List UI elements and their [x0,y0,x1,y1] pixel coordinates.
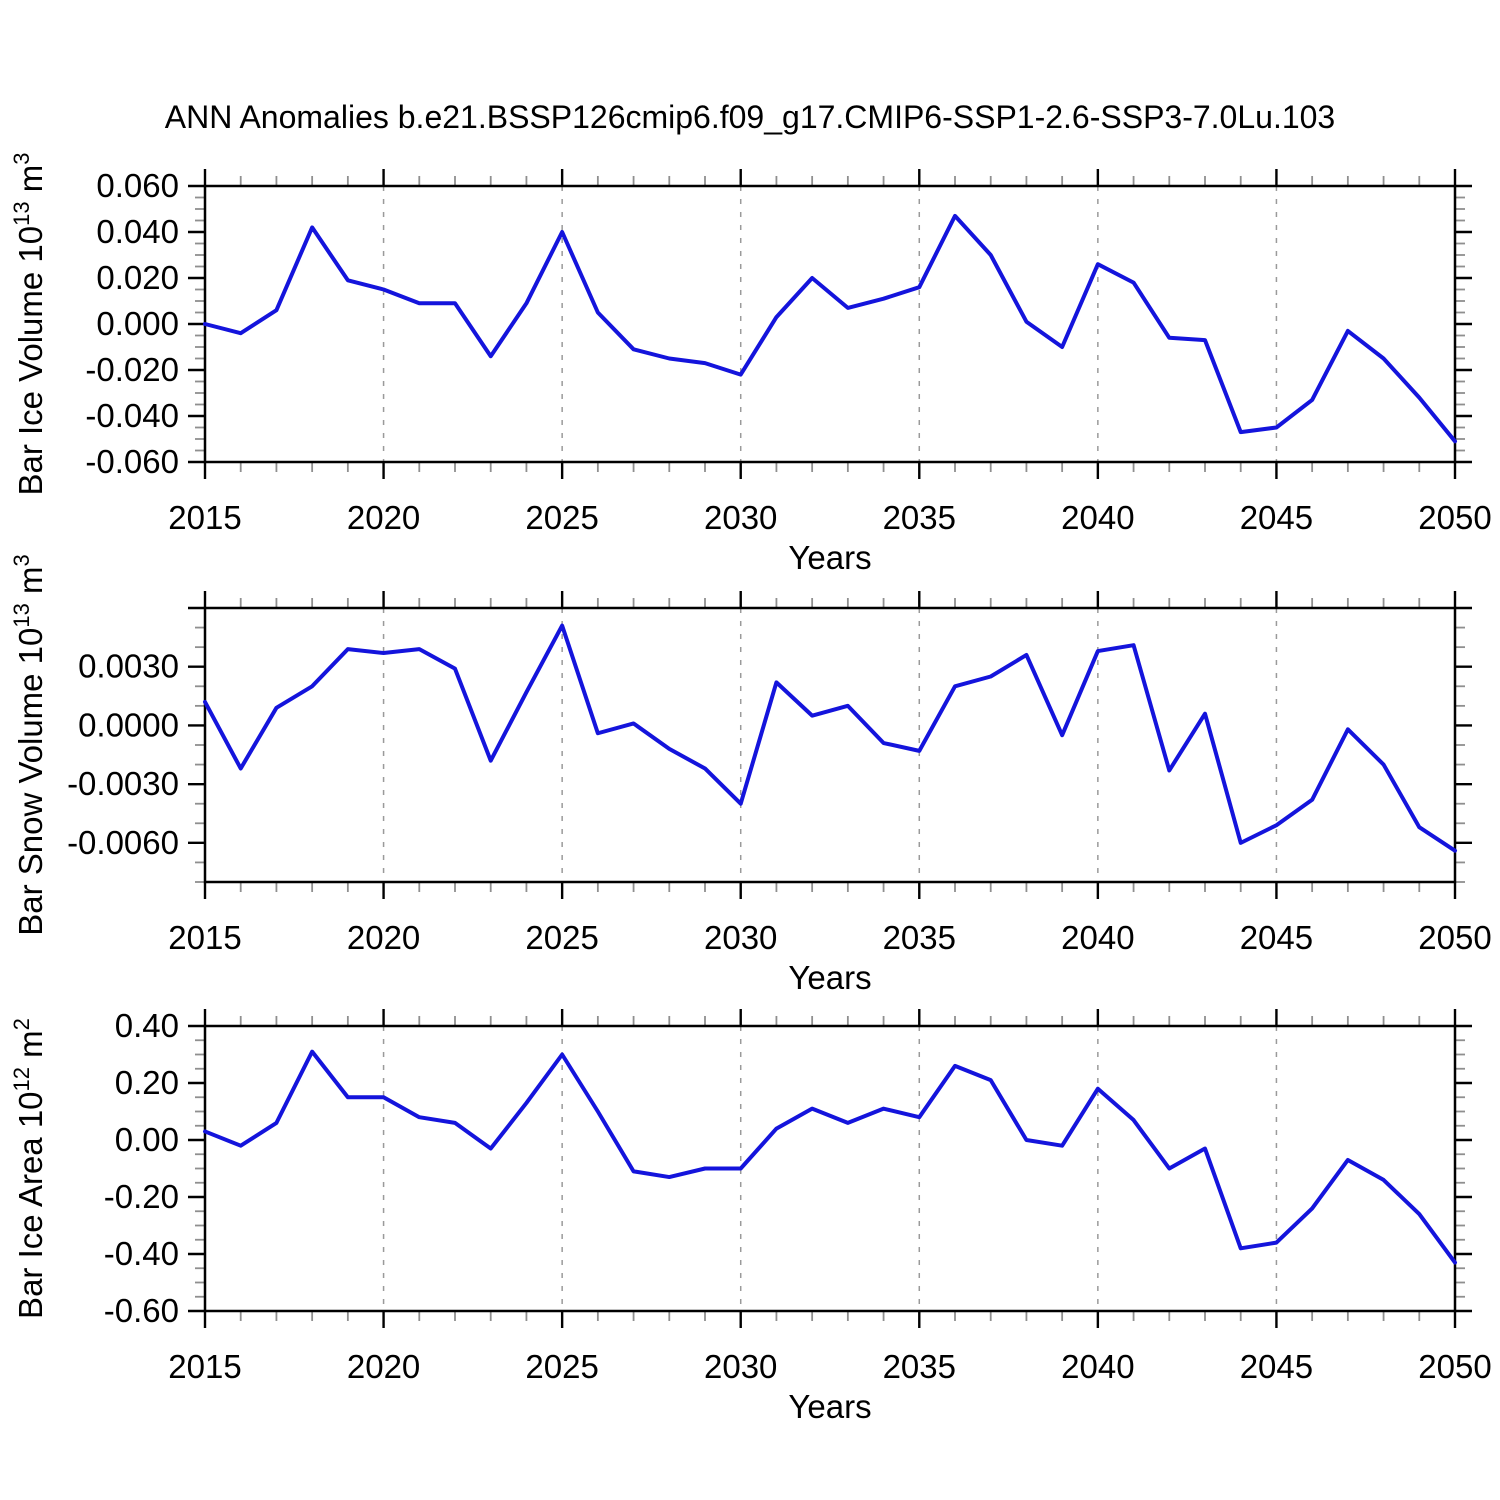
plot-box [203,184,1457,464]
x-tick-label: 2045 [1240,499,1313,536]
x-tick-label: 2050 [1418,1348,1491,1385]
x-tick-label: 2015 [168,1348,241,1385]
x-tick-label: 2025 [525,499,598,536]
x-tick-label: 2045 [1240,919,1313,956]
x-tick-label: 2035 [883,1348,956,1385]
x-axis-title: Years [788,539,871,576]
bar-ice-area-line [203,1049,1457,1265]
x-tick-label: 2035 [883,919,956,956]
y-tick-label: 0.00 [115,1121,179,1158]
y-tick-label: 0.0000 [78,706,179,743]
y-tick-label: 0.040 [96,213,179,250]
x-tick-label: 2015 [168,499,241,536]
x-tick-label: 2030 [704,499,777,536]
x-tick-label: 2015 [168,919,241,956]
plot-box [203,1024,1457,1313]
y-tick-label: -0.040 [85,397,179,434]
panel-bar-ice-area: 2015 2020 2025 2030 2035 2040 2045 2050 0.40 0.20… [9,1007,1492,1425]
x-tick-label: 2020 [347,1348,420,1385]
panel-bar-snow-volume: 2015 2020 2025 2030 2035 2040 2045 2050 0.0030 0.… [9,554,1492,996]
y-tick-label: -0.60 [104,1292,179,1329]
y-axis-title: Bar Ice Area 1012 m2 [9,1018,49,1319]
chart-title: ANN Anomalies b.e21.BSSP126cmip6.f09_g17… [164,99,1336,135]
x-tick-label: 2040 [1061,919,1134,956]
y-tick-label: 0.20 [115,1064,179,1101]
x-tick-label: 2030 [704,1348,777,1385]
y-axis-title: Bar Ice Volume 1013 m3 [9,152,49,495]
y-tick-label: -0.0030 [67,765,179,802]
x-tick-label: 2050 [1418,919,1491,956]
x-tick-label: 2025 [525,919,598,956]
x-tick-label: 2025 [525,1348,598,1385]
x-tick-label: 2030 [704,919,777,956]
y-tick-label: 0.40 [115,1007,179,1044]
x-tick-label: 2040 [1061,1348,1134,1385]
y-tick-label: -0.0060 [67,824,179,861]
x-tick-label: 2045 [1240,1348,1313,1385]
bar-snow-volume-line [203,623,1457,853]
y-tick-label: 0.000 [96,305,179,342]
x-axis-title: Years [788,1388,871,1425]
x-tick-label: 2020 [347,499,420,536]
x-tick-label: 2050 [1418,499,1491,536]
y-tick-label: -0.020 [85,351,179,388]
y-tick-label: 0.060 [96,167,179,204]
x-tick-label: 2040 [1061,499,1134,536]
bar-ice-volume-line [203,213,1457,444]
x-tick-label: 2020 [347,919,420,956]
panel-bar-ice-volume: 2015 2020 2025 2030 2035 2040 2045 2050 0.060 0.0… [9,152,1492,576]
y-tick-label: -0.20 [104,1178,179,1215]
x-tick-label: 2035 [883,499,956,536]
y-tick-label: 0.020 [96,259,179,296]
plot-box [203,606,1457,884]
y-tick-label: -0.40 [104,1235,179,1272]
y-axis-title: Bar Snow Volume 1013 m3 [9,554,49,936]
y-tick-label: -0.060 [85,443,179,480]
x-axis-title: Years [788,959,871,996]
y-tick-label: 0.0030 [78,648,179,685]
